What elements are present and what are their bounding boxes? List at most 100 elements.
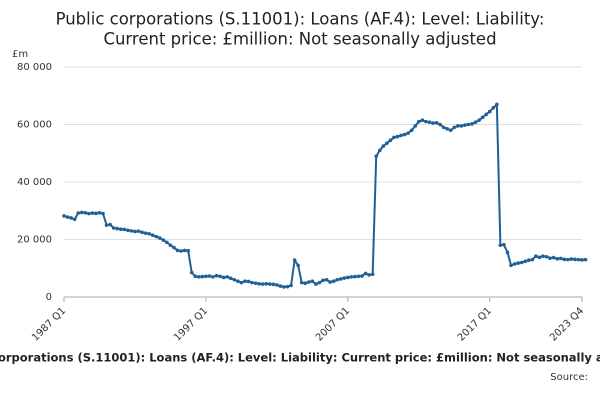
data-point	[360, 274, 364, 278]
data-point	[307, 280, 311, 284]
data-point	[438, 122, 442, 127]
data-point	[214, 273, 219, 278]
data-point	[115, 226, 120, 231]
data-point	[534, 254, 538, 258]
data-point	[395, 134, 400, 139]
data-point	[420, 118, 425, 122]
data-point	[448, 128, 453, 133]
data-point	[118, 227, 123, 231]
data-point	[197, 275, 201, 279]
data-point	[126, 228, 130, 233]
data-point	[370, 272, 375, 277]
data-point	[480, 115, 485, 120]
data-point	[133, 229, 137, 234]
data-point	[111, 226, 116, 230]
x-tick-label: 2007 Q1	[314, 305, 352, 343]
chart-title: Public corporations (S.11001): Loans (AF…	[56, 10, 545, 29]
data-point	[278, 284, 283, 288]
data-point	[487, 109, 492, 114]
data-point	[104, 223, 109, 227]
data-point	[413, 124, 418, 128]
data-point	[267, 282, 272, 286]
data-point	[441, 125, 446, 130]
data-point	[282, 285, 286, 289]
data-point	[466, 122, 471, 127]
data-point	[509, 263, 513, 268]
data-point	[498, 243, 503, 248]
data-point	[218, 274, 222, 279]
data-point	[402, 132, 407, 137]
source: Source:	[550, 372, 588, 383]
data-point	[409, 128, 414, 133]
data-point	[129, 229, 134, 233]
data-point	[473, 120, 478, 124]
data-point	[150, 233, 155, 237]
footer-title: Public corporations (S.11001): Loans (AF…	[0, 351, 600, 365]
data-point	[580, 258, 584, 262]
data-point	[140, 230, 144, 235]
data-point	[271, 282, 276, 287]
data-point	[342, 276, 347, 280]
data-point	[204, 274, 208, 279]
x-tick-label: 2017 Q1	[456, 305, 494, 343]
data-point	[349, 275, 354, 279]
data-point	[94, 211, 98, 216]
data-point	[381, 144, 386, 148]
data-point	[502, 242, 506, 247]
data-point	[292, 258, 297, 263]
data-point	[182, 248, 187, 253]
data-point	[544, 254, 549, 259]
data-point	[555, 256, 559, 261]
data-point	[377, 148, 382, 153]
data-point	[90, 211, 95, 215]
data-point	[526, 258, 531, 263]
data-point	[530, 257, 535, 262]
data-point	[179, 249, 183, 253]
data-point	[165, 240, 169, 245]
data-point	[65, 215, 70, 219]
data-point	[189, 270, 194, 275]
data-point	[211, 275, 215, 279]
x-tick-label: 1987 Q1	[30, 305, 68, 343]
data-point	[83, 210, 88, 215]
data-point	[221, 275, 226, 280]
data-point	[143, 231, 148, 235]
data-point	[424, 119, 428, 124]
data-point	[573, 257, 577, 262]
data-point	[495, 102, 499, 107]
data-point	[566, 257, 570, 262]
data-point	[289, 283, 293, 288]
data-point	[175, 248, 180, 253]
data-point	[250, 280, 254, 285]
data-point	[97, 210, 102, 215]
data-point	[172, 245, 176, 250]
data-point	[122, 227, 127, 232]
data-point	[434, 120, 439, 125]
data-point	[516, 261, 520, 265]
data-point	[303, 281, 308, 286]
data-point	[356, 274, 361, 279]
data-point	[331, 279, 336, 283]
data-point	[505, 250, 510, 255]
data-point	[207, 274, 212, 278]
data-point	[452, 125, 457, 130]
data-point	[406, 131, 410, 135]
data-point	[72, 217, 77, 222]
data-point	[456, 124, 460, 128]
data-point	[470, 122, 474, 126]
data-point	[346, 275, 350, 280]
data-point	[147, 231, 151, 236]
data-point	[275, 283, 279, 287]
data-point	[576, 257, 581, 262]
data-point	[388, 138, 393, 143]
data-point	[523, 259, 528, 264]
data-point	[416, 119, 421, 124]
data-point	[427, 120, 432, 124]
data-point	[310, 279, 315, 283]
data-point	[484, 112, 489, 117]
data-point	[399, 133, 403, 138]
data-point	[232, 277, 237, 282]
data-point	[79, 210, 84, 215]
